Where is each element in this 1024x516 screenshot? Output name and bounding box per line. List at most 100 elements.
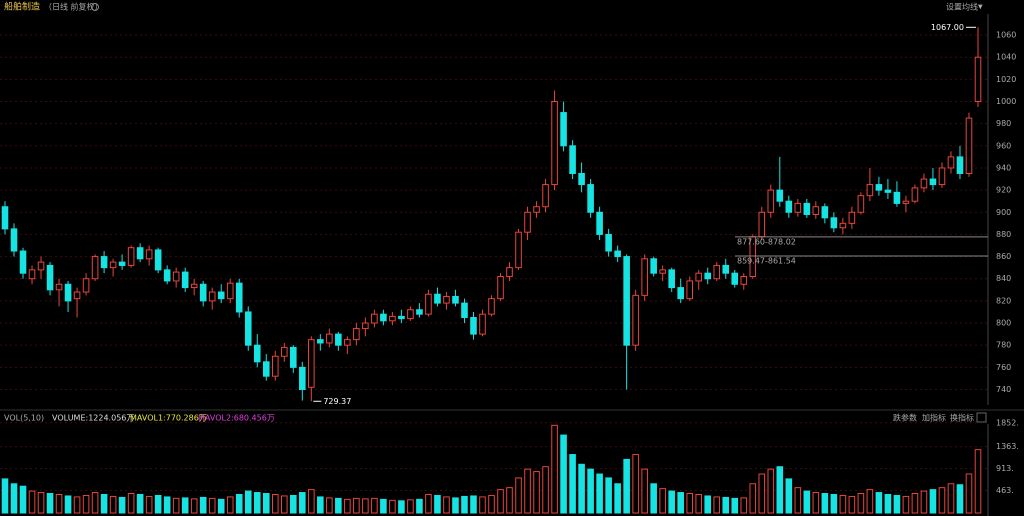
volume-bar bbox=[758, 473, 766, 514]
candle-body bbox=[677, 287, 684, 300]
volume-bar bbox=[785, 478, 793, 514]
volume-bar bbox=[353, 497, 360, 514]
volume-bar bbox=[398, 500, 405, 514]
volume-bar bbox=[443, 496, 450, 514]
candle-body bbox=[317, 339, 324, 344]
volume-bar bbox=[217, 498, 225, 514]
candle-body bbox=[947, 156, 955, 169]
candle-body bbox=[28, 269, 36, 280]
candle-body bbox=[884, 189, 892, 193]
candle-body bbox=[82, 278, 90, 293]
volume-bar bbox=[425, 493, 432, 514]
candle-body bbox=[127, 247, 135, 266]
volume-bar bbox=[299, 492, 306, 514]
button[interactable]: 跌参数 bbox=[893, 413, 917, 423]
candle-body bbox=[785, 200, 793, 213]
y-tick-label: 920 bbox=[996, 186, 1011, 195]
volume-bar bbox=[434, 494, 441, 514]
volume-bar bbox=[470, 495, 477, 514]
volume-bar bbox=[488, 494, 495, 514]
level-label: 877.60-878.02 bbox=[737, 237, 796, 246]
y-tick-label: 1060 bbox=[996, 31, 1016, 40]
candle-body bbox=[821, 206, 829, 219]
volume-bar bbox=[82, 494, 90, 514]
volume-bar bbox=[830, 493, 838, 514]
volume-bar bbox=[578, 463, 585, 514]
candle-body bbox=[722, 264, 730, 274]
candle-body bbox=[641, 258, 648, 296]
ma-setting[interactable]: 设置均线 bbox=[946, 2, 978, 12]
volume-bar bbox=[136, 493, 144, 514]
candle-body bbox=[542, 184, 549, 208]
volume-bar bbox=[28, 490, 36, 514]
candle-body bbox=[614, 250, 621, 258]
volume-bar bbox=[389, 499, 396, 514]
volume-bar bbox=[461, 495, 468, 514]
candle-body bbox=[515, 231, 522, 269]
candle-body bbox=[911, 187, 919, 202]
vol-tick-label: 463. bbox=[996, 486, 1014, 495]
candle-body bbox=[136, 247, 144, 260]
close-button[interactable] bbox=[976, 412, 987, 423]
level-label: 859.47-861.54 bbox=[737, 257, 796, 266]
candle-body bbox=[217, 291, 225, 300]
candle-body bbox=[64, 283, 72, 302]
candle-body bbox=[244, 311, 252, 346]
volume-bar bbox=[749, 483, 757, 514]
candle-body bbox=[271, 355, 279, 377]
volume-bar bbox=[542, 466, 549, 514]
volume-bar bbox=[290, 494, 297, 514]
candle-body bbox=[578, 173, 585, 186]
candle-body bbox=[335, 333, 342, 346]
candle-body bbox=[190, 283, 198, 289]
volume-bar bbox=[803, 490, 811, 514]
volume-bar bbox=[181, 497, 189, 514]
candle-body bbox=[235, 282, 243, 313]
volume-bar bbox=[641, 468, 648, 514]
volume-bar bbox=[821, 493, 829, 514]
candle-body bbox=[91, 256, 99, 280]
period: （日线 前复权） bbox=[44, 2, 103, 12]
candle-body bbox=[920, 178, 928, 189]
y-tick-label: 860 bbox=[996, 252, 1011, 261]
volume-bar bbox=[686, 493, 693, 514]
volume-bar bbox=[920, 490, 928, 514]
vol-tick-label: 913. bbox=[996, 464, 1014, 473]
volume-bar bbox=[605, 477, 612, 514]
volume-bar bbox=[911, 493, 919, 514]
volume-bar bbox=[73, 496, 81, 514]
button[interactable]: 换指标 bbox=[950, 413, 974, 423]
candle-body bbox=[650, 258, 657, 274]
volume-bar bbox=[515, 477, 522, 514]
volume-bar bbox=[722, 496, 730, 514]
candle-body bbox=[479, 313, 486, 335]
gear-icon[interactable] bbox=[91, 3, 99, 11]
extreme-label: 1067.00 bbox=[931, 23, 964, 32]
vol-name: VOL(5,10) bbox=[4, 414, 44, 423]
volume-bar bbox=[416, 498, 423, 514]
candle-body bbox=[362, 322, 369, 330]
volume-bar bbox=[199, 496, 207, 514]
volume-bar bbox=[109, 495, 117, 514]
volume-bar bbox=[623, 458, 630, 514]
candle-body bbox=[181, 271, 189, 289]
candle-body bbox=[875, 184, 883, 191]
candle-body bbox=[560, 112, 567, 147]
candle-body bbox=[452, 295, 459, 304]
volume-bar bbox=[893, 494, 901, 514]
mavol1: MAVOL1:770.286万 bbox=[130, 414, 207, 423]
mavol2: MAVOL2:680.456万 bbox=[198, 414, 275, 423]
button[interactable]: 加指标 bbox=[922, 413, 946, 423]
volume-bar bbox=[226, 496, 234, 514]
volume-bar bbox=[632, 454, 639, 514]
volume-bar bbox=[190, 498, 198, 514]
volume-bar bbox=[947, 483, 955, 514]
volume-bar bbox=[163, 496, 171, 514]
volume-bar bbox=[551, 424, 558, 514]
y-tick-label: 840 bbox=[996, 274, 1011, 283]
candle-body bbox=[461, 302, 468, 318]
volume-bar bbox=[650, 483, 657, 514]
y-tick-label: 980 bbox=[996, 119, 1011, 128]
